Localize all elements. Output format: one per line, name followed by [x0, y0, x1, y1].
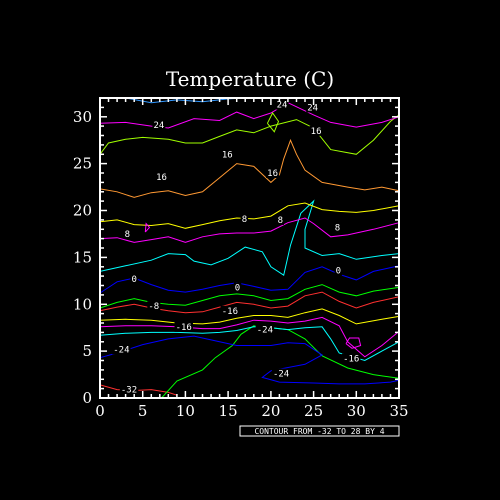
contour-label-2: -16	[176, 323, 192, 333]
contour-label-bg-13	[276, 214, 284, 225]
y-tick-label-0: 0	[82, 389, 92, 407]
contour-label-7: -24	[257, 326, 273, 336]
contour-label-12: 8	[242, 215, 247, 225]
contour-label-20: 24	[277, 101, 288, 111]
contour-label-bg-9	[341, 353, 361, 364]
axis-ticks	[99, 97, 400, 399]
contour-line-13	[99, 114, 400, 155]
contour-label-bg-14	[333, 222, 342, 233]
y-tick-label-25: 25	[73, 155, 92, 173]
contour-label-bg-10	[334, 265, 343, 276]
x-tick-label-5: 5	[138, 402, 148, 420]
y-tick-label-10: 10	[73, 295, 92, 313]
contour-label-1: -24	[113, 345, 129, 355]
contour-label-bg-5	[220, 305, 240, 316]
x-tick-label-25: 25	[304, 402, 323, 420]
contour-label-bg-18	[309, 125, 323, 136]
y-tick-label-15: 15	[73, 248, 92, 266]
contour-label-bg-19	[152, 120, 166, 131]
contour-line-16	[345, 337, 362, 349]
contour-info-box	[239, 425, 400, 437]
contour-label-bg-17	[266, 168, 280, 178]
x-tick-labels: 0 5 10 15 20 25 30 35	[95, 402, 408, 420]
contour-label-17: 16	[267, 169, 278, 179]
y-tick-label-5: 5	[82, 342, 92, 360]
contour-label-bg-6	[233, 282, 242, 293]
contour-label-4: 0	[131, 275, 136, 285]
contour-label-5: -16	[222, 307, 238, 317]
x-tick-label-35: 35	[389, 402, 408, 420]
contour-label-3: -8	[148, 302, 159, 312]
y-tick-label-30: 30	[73, 108, 92, 126]
y-tick-label-20: 20	[73, 202, 92, 220]
contour-label-16: 16	[222, 150, 233, 160]
contour-label-bg-16	[220, 149, 234, 160]
contour-label-18: 16	[311, 127, 322, 137]
chart-title: Temperature (C)	[166, 67, 334, 91]
contour-label-bg-1	[112, 344, 131, 355]
contour-labels: -32 -24 -16 -8 0 -16 0 -24 -24 -16 0 8 8 8 8 16 16 16 16 24…	[112, 99, 361, 396]
contour-label-9: -16	[343, 355, 359, 365]
x-tick-label-30: 30	[347, 402, 366, 420]
contour-label-bg-12	[240, 213, 249, 224]
contour-line-5	[99, 308, 400, 325]
contour-line-4	[99, 316, 400, 358]
contour-line-10	[99, 217, 400, 243]
contour-label-11: 8	[125, 230, 130, 240]
contour-label-bg-3	[147, 301, 161, 312]
contour-label-6: 0	[235, 283, 240, 293]
contour-line-12	[99, 138, 400, 198]
contour-label-bg-2	[174, 321, 193, 332]
contour-label-bg-8	[271, 368, 291, 379]
contour-label-8: -24	[273, 370, 289, 380]
contour-line-2	[99, 335, 400, 385]
contour-label-bg-15	[155, 171, 168, 182]
contour-label-0: -32	[121, 386, 137, 396]
contour-line-17	[266, 112, 280, 133]
x-tick-label-0: 0	[95, 402, 105, 420]
contour-label-bg-4	[130, 273, 138, 284]
x-tick-label-20: 20	[261, 402, 280, 420]
x-tick-label-10: 10	[176, 402, 195, 420]
contour-label-bg-11	[123, 228, 132, 239]
y-tick-labels: 0 5 10 15 20 25 30	[73, 108, 92, 407]
contour-label-bg-7	[255, 324, 275, 335]
contour-label-bg-21	[306, 102, 320, 113]
contour-label-bg-20	[275, 99, 289, 110]
contour-label-19: 24	[153, 121, 164, 131]
contour-label-14: 8	[335, 223, 340, 233]
contour-label-21: 24	[307, 103, 318, 113]
contour-info-text: CONTOUR FROM -32 TO 28 BY 4	[254, 427, 384, 436]
contour-line-18	[144, 222, 151, 233]
contour-line-9	[99, 199, 400, 277]
x-tick-label-15: 15	[219, 402, 238, 420]
contour-label-bg-0	[119, 384, 139, 395]
contour-label-15: 16	[156, 173, 167, 183]
contour-label-10: 0	[336, 267, 341, 277]
contour-line-0	[99, 384, 178, 396]
contour-label-13: 8	[278, 216, 283, 226]
